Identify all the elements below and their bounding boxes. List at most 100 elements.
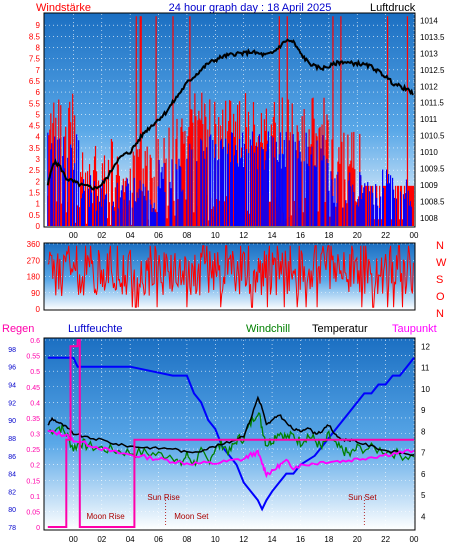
wind-tick: 1.5 xyxy=(29,189,41,198)
wind-tick: 5.5 xyxy=(29,99,41,108)
time-tick: 12 xyxy=(239,535,248,544)
temperature-tick: 8 xyxy=(421,427,426,436)
time-tick: 00 xyxy=(69,231,78,240)
dewpoint-line xyxy=(47,429,415,479)
humidity-line xyxy=(47,356,415,512)
sun-rise-label: Sun Rise xyxy=(147,493,180,502)
time-tick: 04 xyxy=(126,231,135,240)
time-tick: 12 xyxy=(239,231,248,240)
pressure-tick: 1008.5 xyxy=(420,197,445,206)
rain-tick: 0.15 xyxy=(26,478,40,485)
humidity-tick: 80 xyxy=(8,507,16,514)
time-tick: 06 xyxy=(154,231,163,240)
time-tick: 00 xyxy=(410,231,419,240)
humidity-tick: 82 xyxy=(8,489,16,496)
time-tick: 00 xyxy=(410,535,419,544)
time-tick: 04 xyxy=(126,535,135,544)
rain-tick: 0.35 xyxy=(26,416,40,423)
pressure-tick: 1011.5 xyxy=(420,99,444,108)
rain-tick: 0.55 xyxy=(26,354,40,361)
wind-tick: 8 xyxy=(36,43,41,52)
temperature-tick: 9 xyxy=(421,406,426,415)
panel3-layer: Sun Rise Sun Set Moon Rise Moon Set xyxy=(45,339,415,528)
humidity-tick: 84 xyxy=(8,472,16,479)
humidity-tick: 78 xyxy=(8,525,16,532)
chart-title: 24 hour graph day : 18 April 2025 xyxy=(169,2,332,14)
legend-rain: Regen xyxy=(2,323,34,335)
wind-tick: 8.5 xyxy=(29,32,41,41)
time-tick: 14 xyxy=(268,535,277,544)
time-tick: 22 xyxy=(381,535,390,544)
pressure-tick: 1010.5 xyxy=(420,132,445,141)
pressure-tick: 1008 xyxy=(420,214,438,223)
temperature-tick: 5 xyxy=(421,491,426,500)
humidity-tick: 90 xyxy=(8,418,16,425)
wind-direction-line xyxy=(47,245,414,308)
moon-set-label: Moon Set xyxy=(174,512,209,521)
time-tick: 22 xyxy=(381,231,390,240)
time-tick: 00 xyxy=(69,535,78,544)
pressure-tick: 1013 xyxy=(420,49,438,58)
rain-line xyxy=(47,339,414,528)
temperature-tick: 6 xyxy=(421,470,426,479)
wind-tick: 2.5 xyxy=(29,166,41,175)
time-tick: 02 xyxy=(97,535,106,544)
pressure-tick: 1014 xyxy=(420,17,438,26)
moon-rise-label: Moon Rise xyxy=(87,512,126,521)
rain-tick: 0.4 xyxy=(30,400,40,407)
wind-tick: 5 xyxy=(36,110,41,119)
wind-tick: 6.5 xyxy=(29,77,41,86)
time-tick: 10 xyxy=(211,535,220,544)
pressure-tick: 1012.5 xyxy=(420,66,445,75)
time-tick: 20 xyxy=(353,535,362,544)
wind-tick: 0 xyxy=(36,222,41,231)
panel2-layer xyxy=(45,243,414,310)
legend-dewpoint: Taupunkt xyxy=(392,323,437,335)
rain-tick: 0.05 xyxy=(26,509,40,516)
humidity-tick: 96 xyxy=(8,365,16,372)
pressure-tick: 1009 xyxy=(420,181,438,190)
pressure-tick: 1010 xyxy=(420,148,438,157)
direction-tick: 90 xyxy=(31,289,40,298)
humidity-tick: 86 xyxy=(8,454,16,461)
pressure-tick: 1011 xyxy=(420,115,438,124)
rain-tick: 0.6 xyxy=(30,338,40,345)
time-tick: 06 xyxy=(154,535,163,544)
temperature-tick: 4 xyxy=(421,512,426,521)
wind-tick: 9 xyxy=(36,21,41,30)
temperature-tick: 10 xyxy=(421,385,430,394)
rain-tick: 0.1 xyxy=(30,494,40,501)
rain-tick: 0.25 xyxy=(26,447,40,454)
wind-tick: 7 xyxy=(36,66,41,75)
pressure-tick: 1013.5 xyxy=(420,33,445,42)
wind-tick: 3 xyxy=(36,155,41,164)
direction-tick: 180 xyxy=(27,273,41,282)
rain-tick: 0.3 xyxy=(30,432,40,439)
humidity-tick: 94 xyxy=(8,383,16,390)
wind-tick: 2 xyxy=(36,177,41,186)
rain-tick: 0.5 xyxy=(30,369,40,376)
temperature-tick: 11 xyxy=(421,364,430,373)
wind-tick: 0.5 xyxy=(29,211,41,220)
time-tick: 14 xyxy=(268,231,277,240)
rain-tick: 0.2 xyxy=(30,463,40,470)
time-tick: 20 xyxy=(353,231,362,240)
direction-tick: 270 xyxy=(27,256,41,265)
temperature-tick: 12 xyxy=(421,342,430,351)
legend-humidity: Luftfeuchte xyxy=(68,323,122,335)
wind-tick: 4 xyxy=(36,133,41,142)
time-tick: 16 xyxy=(296,231,305,240)
legend-temperature: Temperatur xyxy=(312,323,368,335)
wind-tick: 7.5 xyxy=(29,55,41,64)
time-tick: 18 xyxy=(324,535,333,544)
compass-label: W xyxy=(436,257,447,269)
time-tick: 02 xyxy=(97,231,106,240)
pressure-tick: 1012 xyxy=(420,82,438,91)
rain-tick: 0 xyxy=(36,525,40,532)
compass-label: N xyxy=(436,240,444,252)
humidity-tick: 88 xyxy=(8,436,16,443)
wind-tick: 3.5 xyxy=(29,144,41,153)
rain-tick: 0.45 xyxy=(26,385,40,392)
